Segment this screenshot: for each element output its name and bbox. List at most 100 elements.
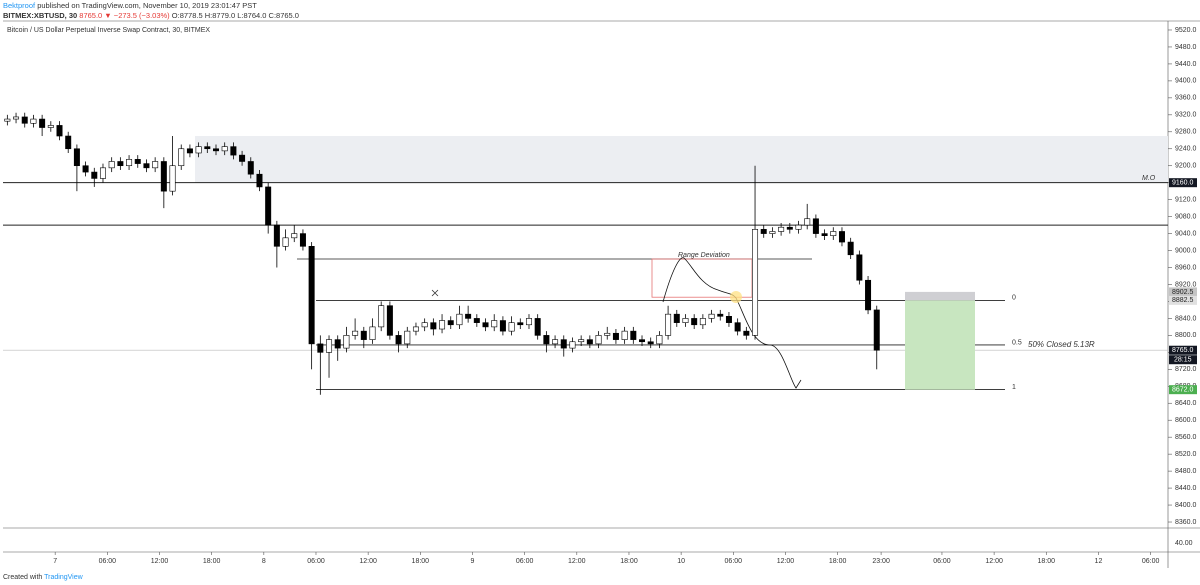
candle-body — [369, 326, 376, 340]
y-tick-label: 9280.0 — [1175, 129, 1197, 136]
x-tick-label: 06:00 — [99, 558, 117, 565]
candle-body — [47, 125, 54, 128]
candle-body — [786, 226, 793, 230]
y-tick-label: 9040.0 — [1175, 230, 1197, 237]
x-tick-label: 12:00 — [151, 558, 169, 565]
x-tick-label: 18:00 — [829, 558, 847, 565]
x-tick-label: 8 — [262, 558, 266, 565]
candle-body — [473, 318, 480, 323]
candle-body — [291, 233, 298, 239]
price-label-box — [1169, 178, 1197, 188]
x-tick-label: 18:00 — [412, 558, 430, 565]
symbol: BITMEX:XBTUSD, 30 — [3, 11, 77, 20]
candle-body — [821, 233, 828, 237]
x-tick-label: 12:00 — [777, 558, 795, 565]
y-tick-label: 9240.0 — [1175, 146, 1197, 153]
candle-body — [639, 339, 646, 343]
price-label-box — [1169, 345, 1197, 355]
target-area — [905, 300, 975, 390]
candle-body — [73, 148, 80, 167]
x-tick-label: 06:00 — [307, 558, 325, 565]
candle-body — [647, 341, 654, 345]
candle-body — [447, 320, 454, 326]
candle-body — [378, 305, 385, 328]
y-tick-label: 9120.0 — [1175, 196, 1197, 203]
candle-body — [334, 339, 341, 349]
candle-body — [856, 254, 863, 281]
candle-body — [160, 161, 167, 192]
supply-zone — [195, 136, 1168, 183]
candle-body — [386, 305, 393, 336]
candle-body — [717, 313, 724, 317]
footer: Created with TradingView — [3, 574, 84, 581]
y-tick-label: 8480.0 — [1175, 468, 1197, 475]
candle-body — [213, 148, 219, 152]
change: 8765.0 ▼ −273.5 (−3.03%) — [79, 11, 170, 20]
price-label: 8902.5 — [1172, 289, 1194, 296]
y-tick-label: 8400.0 — [1175, 502, 1197, 509]
candle-body — [682, 318, 689, 323]
x-tick-label: 06:00 — [933, 558, 951, 565]
candle-body — [239, 154, 246, 162]
candle-body — [595, 335, 602, 345]
lower-pane-label: 40.00 — [1175, 540, 1193, 547]
candle-body — [99, 167, 106, 179]
y-tick-label: 8520.0 — [1175, 451, 1197, 458]
candle-body — [586, 339, 593, 345]
ohlc: O:8778.5 H:8779.0 L:8764.0 C:8765.0 — [172, 11, 299, 20]
footer-text: Created with — [3, 574, 42, 581]
y-tick-label: 8800.0 — [1175, 332, 1197, 339]
candle-body — [847, 241, 854, 256]
price-label: 8672.0 — [1172, 387, 1194, 394]
candle-body — [439, 320, 446, 330]
candle-body — [134, 159, 141, 164]
footer-brand[interactable]: TradingView — [44, 574, 83, 581]
x-tick-label: 06:00 — [1142, 558, 1160, 565]
candle-body — [734, 322, 741, 332]
candle-body — [560, 339, 567, 349]
y-tick-label: 9520.0 — [1175, 27, 1197, 34]
candle-body — [299, 233, 306, 247]
y-tick-label: 9480.0 — [1175, 44, 1197, 51]
candle-body — [508, 322, 515, 332]
candle-body — [865, 279, 872, 311]
candle-body — [421, 322, 428, 328]
candle-body — [708, 313, 715, 319]
candle-body — [360, 330, 367, 340]
candle-body — [404, 330, 411, 345]
candle-body — [673, 313, 680, 323]
candle-body — [656, 335, 663, 345]
highlight — [730, 291, 742, 303]
x-tick-label: 10 — [677, 558, 685, 565]
y-tick-label: 9400.0 — [1175, 78, 1197, 85]
candle-body — [282, 237, 289, 247]
candle-body — [456, 313, 463, 326]
candle-body — [578, 339, 585, 343]
level-name: M.O — [1142, 175, 1156, 182]
candle-body — [126, 159, 133, 167]
x-tick-label: 12 — [1095, 558, 1103, 565]
candle-body — [82, 165, 89, 173]
x-tick-label: 23:00 — [872, 558, 890, 565]
x-tick-label: 06:00 — [516, 558, 534, 565]
candle-body — [604, 332, 611, 336]
x-tick-label: 12:00 — [568, 558, 586, 565]
countdown: 28:15 — [1174, 357, 1192, 364]
candle-body — [21, 116, 28, 124]
candle-body — [204, 146, 211, 150]
candle-body — [760, 229, 767, 234]
candle-body — [465, 313, 472, 319]
candle-body — [143, 163, 150, 169]
y-tick-label: 9200.0 — [1175, 163, 1197, 170]
x-tick-label: 7 — [53, 558, 57, 565]
author[interactable]: Bektproof — [3, 1, 36, 10]
y-tick-label: 8960.0 — [1175, 264, 1197, 271]
candle-body — [13, 116, 20, 120]
candle-body — [117, 161, 124, 167]
position-note: 50% Closed 5.13R — [1028, 340, 1095, 349]
candle-body — [195, 146, 202, 154]
x-tick-label: 06:00 — [725, 558, 743, 565]
candle-body — [873, 309, 880, 351]
candle-body — [4, 118, 11, 122]
candle-body — [534, 318, 541, 336]
